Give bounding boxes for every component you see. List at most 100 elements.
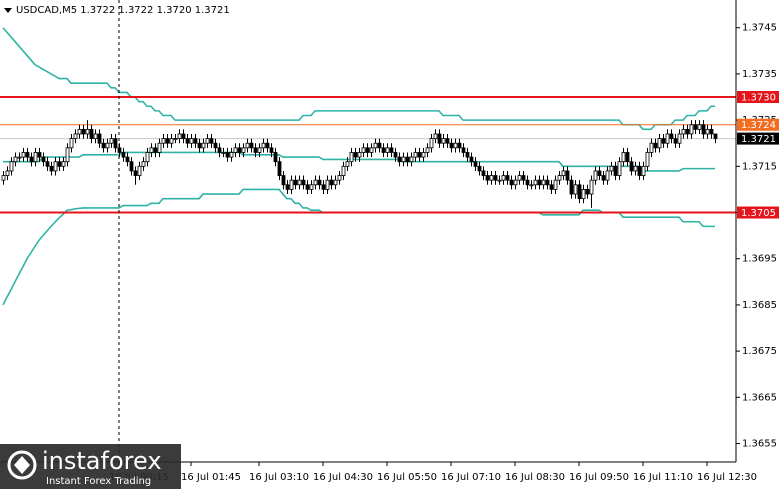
level-label: 1.3730: [741, 93, 776, 104]
candle-body: [637, 165, 642, 176]
candle-body: [645, 152, 650, 167]
candle-body: [393, 152, 398, 158]
x-tick-label: 16 Jul 03:10: [249, 472, 309, 483]
candle-body: [141, 161, 146, 167]
candle-body: [85, 128, 90, 135]
plot-area: [0, 27, 736, 306]
candle-body: [657, 138, 662, 149]
candle-body: [641, 165, 646, 176]
watermark-tagline: Instant Forex Trading: [46, 476, 151, 487]
candle-body: [373, 142, 378, 149]
x-tick-label: 16 Jul 08:30: [505, 472, 565, 483]
candle-body: [9, 161, 14, 172]
candle-body: [481, 170, 486, 176]
candle-body: [441, 138, 446, 144]
candle-body: [453, 142, 458, 149]
candle-body: [409, 156, 414, 163]
candle-body: [569, 179, 574, 195]
candle-body: [573, 184, 578, 195]
candle-body: [405, 156, 410, 163]
candle-body: [349, 152, 354, 163]
candle-body: [545, 179, 550, 186]
candle-body: [273, 152, 278, 163]
candle-body: [77, 128, 82, 135]
candle-body: [469, 156, 474, 163]
candle-body: [33, 152, 38, 163]
candle-body: [497, 179, 502, 182]
candle-body: [553, 179, 558, 190]
candle-body: [41, 156, 46, 163]
candle-body: [533, 179, 538, 186]
candle-body: [705, 128, 710, 135]
candle-body: [697, 124, 702, 130]
candle-body: [477, 165, 482, 172]
candle-body: [169, 138, 174, 144]
candle-body: [617, 161, 622, 176]
candle-body: [81, 128, 86, 135]
candle-body: [417, 152, 422, 158]
candle-body: [341, 165, 346, 176]
candle-body: [709, 128, 714, 135]
candle-body: [189, 138, 194, 144]
candle-body: [485, 175, 490, 181]
candle-body: [589, 179, 594, 195]
x-tick-label: 16 Jul 01:45: [181, 472, 241, 483]
candle-body: [577, 184, 582, 200]
candle-body: [521, 175, 526, 181]
candle-body: [437, 133, 442, 144]
candle-body: [661, 138, 666, 144]
watermark: instaforex Instant Forex Trading: [0, 444, 181, 489]
candle-body: [285, 184, 290, 190]
candle-body: [113, 138, 118, 149]
candle-body: [549, 184, 554, 190]
candle-body: [337, 175, 342, 181]
candle-body: [269, 147, 274, 153]
candle-body: [53, 161, 58, 172]
y-tick-label: 1.3735: [742, 69, 777, 80]
candle-body: [609, 165, 614, 172]
candle-body: [597, 170, 602, 176]
candle-body: [17, 156, 22, 159]
candle-body: [317, 179, 322, 186]
candle-body: [261, 142, 266, 149]
candle-body: [253, 147, 258, 153]
candle-body: [213, 142, 218, 149]
candle-body: [121, 152, 126, 158]
candle-body: [505, 175, 510, 181]
y-tick-label: 1.3665: [742, 392, 777, 403]
candle-body: [93, 133, 98, 139]
candle-body: [109, 138, 114, 144]
candle-body: [241, 147, 246, 153]
candle-body: [397, 156, 402, 163]
candle-body: [165, 138, 170, 144]
candle-body: [361, 147, 366, 153]
candle-body: [201, 142, 206, 149]
candle-body: [385, 147, 390, 153]
candle-body: [365, 147, 370, 153]
candle-body: [157, 142, 162, 153]
x-tick-label: 16 Jul 07:10: [441, 472, 501, 483]
level-label: 1.3705: [741, 208, 776, 219]
candle-body: [1, 175, 6, 181]
candle-body: [685, 128, 690, 135]
candle-body: [125, 156, 130, 163]
candle-body: [257, 147, 262, 153]
candle-body: [297, 179, 302, 186]
level-label-bg: [737, 91, 779, 104]
candle-body: [249, 142, 254, 149]
candle-body: [633, 165, 638, 172]
candle-body: [681, 128, 686, 135]
candle-body: [89, 128, 94, 140]
candle-body: [65, 147, 70, 163]
level-label: 1.3721: [741, 134, 776, 145]
watermark-brand: instaforex: [42, 447, 162, 475]
candle-body: [137, 165, 142, 176]
candle-body: [461, 147, 466, 153]
x-tick-label: 16 Jul 04:30: [313, 472, 373, 483]
candle-body: [345, 161, 350, 167]
candle-body: [501, 175, 506, 181]
candle-body: [13, 156, 18, 163]
candle-body: [377, 142, 382, 149]
candle-body: [713, 133, 718, 139]
